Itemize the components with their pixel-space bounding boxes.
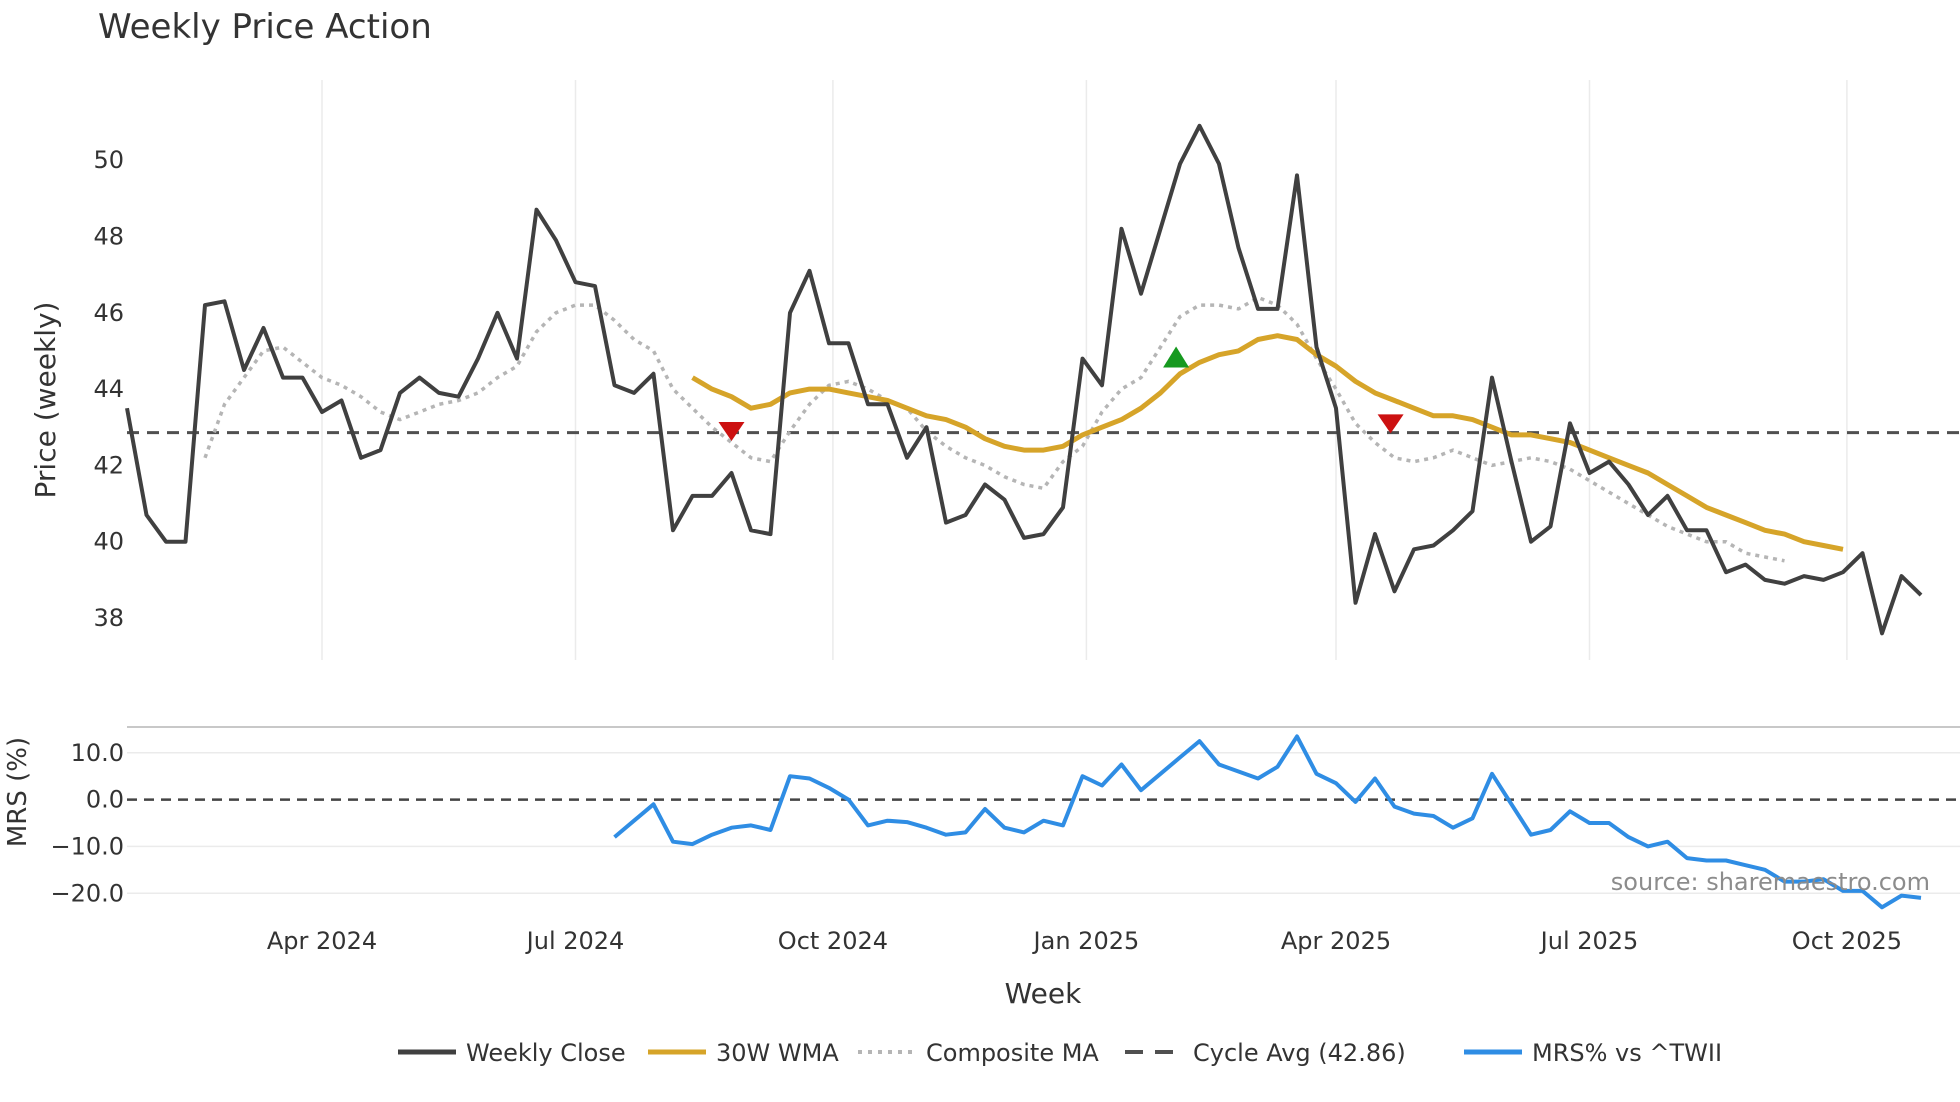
x-axis-label: Week (1005, 977, 1082, 1010)
legend-label: Composite MA (926, 1039, 1099, 1067)
x-tick-label: Jul 2024 (525, 927, 625, 955)
chart-title: Weekly Price Action (98, 7, 432, 47)
x-tick-label: Oct 2024 (778, 927, 888, 955)
mrs-y-tick-label: 10.0 (71, 739, 124, 767)
legend-item: Composite MA (858, 1039, 1099, 1067)
y-axis-label-price: Price (weekly) (29, 302, 62, 499)
y-tick-label: 50 (93, 146, 124, 174)
legend-label: Cycle Avg (42.86) (1193, 1039, 1406, 1067)
sell-signal-marker (718, 422, 745, 442)
x-tick-label: Apr 2025 (1281, 927, 1391, 955)
legend-item: 30W WMA (648, 1039, 839, 1067)
legend-item: MRS% vs ^TWII (1464, 1039, 1722, 1067)
legend-item: Cycle Avg (42.86) (1125, 1039, 1406, 1067)
series-composite-ma (203, 295, 1785, 563)
legend-label: Weekly Close (466, 1039, 626, 1067)
x-tick-label: Apr 2024 (267, 927, 377, 955)
y-tick-label: 44 (93, 375, 124, 403)
y-tick-label: 46 (93, 299, 124, 327)
series-mrs (613, 734, 1922, 910)
series-weekly-close (125, 123, 1923, 636)
y-tick-label: 38 (93, 604, 124, 632)
legend: Weekly Close 30W WMA Composite MA Cycle Avg… (398, 1039, 1722, 1067)
y-tick-label: 40 (93, 528, 124, 556)
mrs-y-tick-label: −20.0 (50, 879, 124, 907)
legend-item: Weekly Close (398, 1039, 626, 1067)
price-panel: Apr 2024 Jul 2024 Oct 2024 Jan 2025 Apr 2025… (93, 80, 1960, 955)
y-tick-label: 42 (93, 451, 124, 479)
sell-signal-marker (1377, 414, 1404, 434)
buy-signal-marker (1163, 346, 1190, 368)
x-tick-label: Jul 2025 (1539, 927, 1639, 955)
x-tick-label: Jan 2025 (1032, 927, 1140, 955)
mrs-panel: 10.0 0.0 −10.0 −20.0 (50, 726, 1960, 910)
x-tick-label: Oct 2025 (1792, 927, 1902, 955)
y-axis-label-mrs: MRS (%) (3, 737, 33, 847)
source-watermark: source: sharemaestro.com (1611, 868, 1930, 896)
legend-label: 30W WMA (716, 1039, 839, 1067)
mrs-y-tick-label: 0.0 (86, 786, 124, 814)
mrs-y-tick-label: −10.0 (50, 832, 124, 860)
y-tick-label: 48 (93, 222, 124, 250)
series-30w-wma (691, 333, 1844, 552)
legend-label: MRS% vs ^TWII (1532, 1039, 1722, 1067)
